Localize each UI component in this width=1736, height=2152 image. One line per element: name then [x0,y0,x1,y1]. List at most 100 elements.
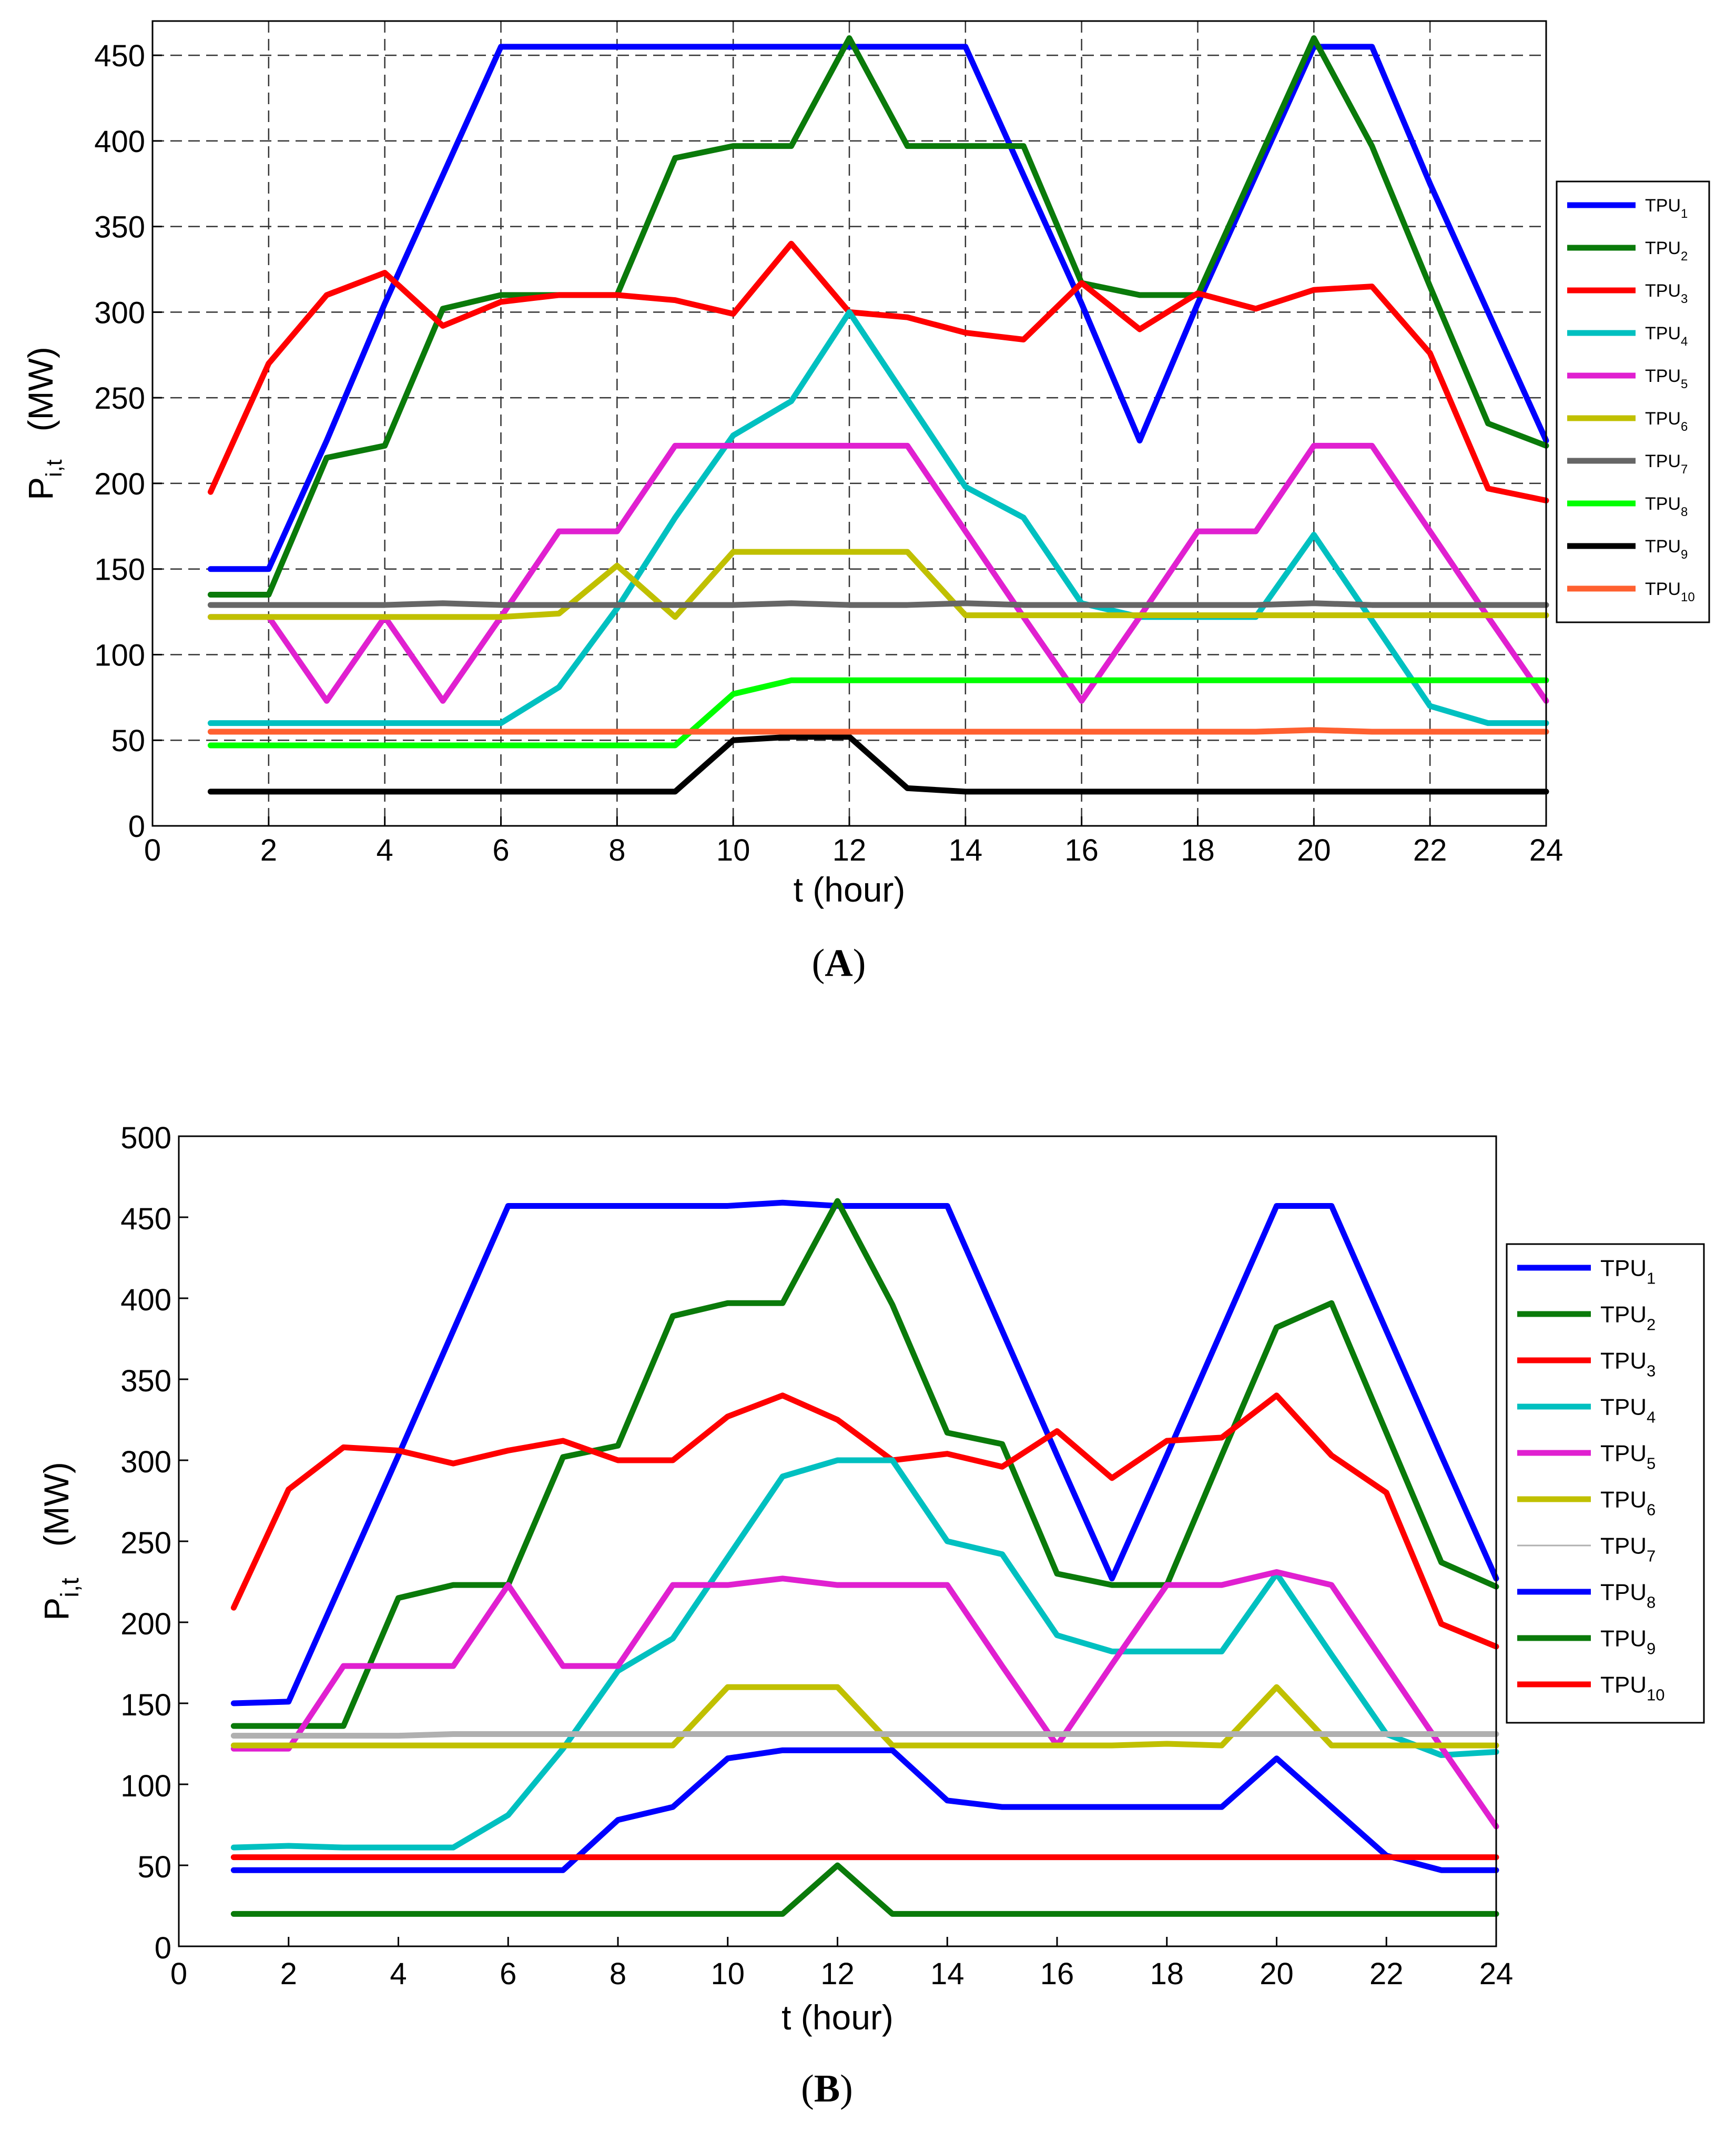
y-tick-label: 200 [94,467,145,501]
legend-label-tpu10: TPU10 [1600,1672,1664,1704]
legend: TPU1 TPU2 TPU3 TPU4 TPU5 TPU6 TPU7 TPU8 TPU9 TPU1… [1506,1243,1705,1724]
chart-panel-A: 0 2 4 6 8 10 12 14 16 18 20 22 240501001502002503003… [21,20,1710,985]
x-tick-label: 2 [280,1957,297,1991]
y-axis-label: Pi,t(MW) [21,347,67,500]
y-tick-label: 250 [120,1526,171,1560]
legend-label-tpu9: TPU9 [1645,537,1688,562]
chart-panel-B: 0 2 4 6 8 10 12 14 16 18 20 22 240501001502002503003… [37,1121,1705,2110]
legend-label-tpu5: TPU5 [1600,1440,1656,1472]
y-tick-label: 100 [120,1769,171,1803]
legend-label-tpu9: TPU9 [1600,1625,1656,1658]
y-tick-label: 350 [94,210,145,245]
series-line-tpu4 [207,309,1549,726]
series-line-tpu5 [207,442,1549,704]
legend-label-tpu6: TPU6 [1645,409,1688,434]
x-tick-label: 12 [833,833,867,867]
x-tick-label: 18 [1150,1957,1184,1991]
plot-area [179,1136,1496,1946]
y-tick-label: 450 [120,1202,171,1236]
x-tick-label: 2 [260,833,277,867]
series-line-tpu8 [230,1747,1499,1873]
x-tick-label: 14 [930,1957,965,1991]
legend-label-tpu8: TPU8 [1600,1579,1656,1611]
x-tick-label: 24 [1479,1957,1514,1991]
series-line-tpu10 [207,727,1549,735]
y-tick-label: 500 [120,1121,171,1155]
y-tick-label: 50 [111,724,145,758]
x-tick-label: 14 [949,833,983,867]
series-line-tpu9 [230,1862,1499,1917]
panel-caption: (B) [801,2067,853,2110]
panel-caption: (A) [812,942,866,985]
legend-label-tpu10: TPU10 [1645,579,1695,604]
series-line-tpu2 [207,35,1549,598]
series-line-tpu9 [207,734,1549,795]
y-tick-label: 300 [94,296,145,330]
x-tick-label: 22 [1369,1957,1404,1991]
x-tick-label: 18 [1181,833,1215,867]
x-tick-label: 22 [1413,833,1447,867]
legend-box [1506,1243,1705,1724]
series-line-tpu4 [230,1457,1499,1851]
series-line-tpu7 [207,600,1549,608]
x-tick-label: 6 [500,1957,516,1991]
legend-label-tpu2: TPU2 [1600,1301,1656,1333]
legend-label-tpu1: TPU1 [1645,196,1688,221]
y-tick-label: 400 [120,1283,171,1317]
legend-label-tpu3: TPU3 [1645,281,1688,306]
x-tick-label: 8 [608,833,625,867]
x-tick-label: 0 [170,1957,187,1991]
x-tick-label: 10 [716,833,750,867]
legend: TPU1 TPU2 TPU3 TPU4 TPU5 TPU6 TPU7 TPU8 TPU9 TPU1… [1556,180,1710,623]
legend-label-tpu5: TPU5 [1645,366,1688,391]
series-line-tpu3 [207,240,1549,503]
x-axis-label: t (hour) [781,1998,894,2037]
series-line-tpu3 [230,1392,1499,1650]
x-tick-label: 4 [390,1957,407,1991]
x-tick-label: 6 [492,833,509,867]
series-line-tpu6 [230,1684,1499,1749]
series-line-tpu2 [230,1198,1499,1729]
legend-label-tpu2: TPU2 [1645,238,1688,264]
y-tick-label: 300 [120,1445,171,1479]
series-line-tpu8 [207,677,1549,749]
y-tick-label: 250 [94,381,145,416]
y-tick-label: 150 [94,553,145,587]
y-tick-label: 450 [94,39,145,73]
y-tick-label: 200 [120,1607,171,1641]
x-tick-label: 12 [820,1957,855,1991]
x-axis-label: t (hour) [794,870,906,909]
series-line-tpu6 [207,549,1549,620]
x-tick-label: 8 [610,1957,626,1991]
legend-label-tpu7: TPU7 [1645,451,1688,477]
x-tick-label: 20 [1297,833,1331,867]
y-tick-label: 50 [137,1850,171,1884]
x-tick-label: 16 [1064,833,1099,867]
y-tick-label: 100 [94,638,145,672]
x-tick-label: 0 [144,833,161,867]
series-line-tpu7 [230,1731,1499,1739]
x-tick-label: 16 [1040,1957,1074,1991]
legend-label-tpu3: TPU3 [1600,1348,1656,1380]
y-tick-label: 400 [94,125,145,159]
y-axis-label: Pi,t(MW) [37,1462,84,1621]
plot-frame [151,20,1547,827]
x-tick-label: 24 [1529,833,1564,867]
legend-label-tpu4: TPU4 [1645,324,1688,349]
y-tick-label: 350 [120,1364,171,1398]
legend-label-tpu1: TPU1 [1600,1255,1656,1287]
x-tick-label: 4 [377,833,393,867]
legend-label-tpu6: TPU6 [1600,1487,1656,1519]
series-line-tpu5 [230,1569,1499,1830]
legend-label-tpu7: TPU7 [1600,1533,1656,1565]
y-tick-label: 150 [120,1688,171,1722]
legend-label-tpu4: TPU4 [1600,1394,1656,1426]
y-tick-label: 0 [128,810,145,844]
legend-label-tpu8: TPU8 [1645,494,1688,519]
x-tick-label: 20 [1260,1957,1294,1991]
y-tick-label: 0 [155,1931,171,1965]
x-tick-label: 10 [710,1957,745,1991]
series-line-tpu1 [207,44,1549,572]
series-line-tpu1 [230,1199,1499,1706]
